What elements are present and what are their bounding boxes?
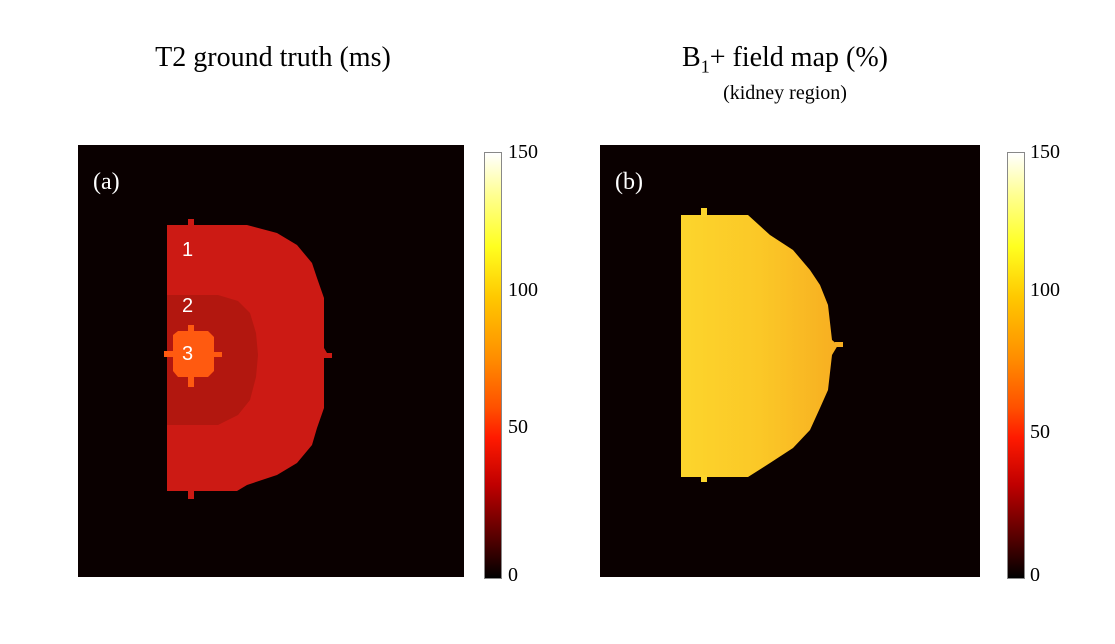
b1-top-nub (701, 208, 707, 217)
colorbar-b-tick-50: 50 (1030, 421, 1050, 443)
region-3-left-nub (164, 351, 176, 357)
region-1-right-nub (322, 353, 332, 358)
panel-b-label: (b) (615, 169, 643, 195)
colorbar-a-tick-0: 0 (508, 564, 518, 586)
panel-b-title-main: B (682, 42, 701, 73)
colorbar-a-tick-50: 50 (508, 416, 528, 438)
region-3-shape (173, 331, 214, 377)
region-1-bottom-nub (188, 489, 194, 499)
b1-right-nub (835, 342, 843, 347)
panel-b-title: B1+ field map (%) (590, 42, 980, 78)
b1-map-panel: (b) (600, 145, 980, 577)
colorbar-a (484, 152, 502, 579)
b1-bottom-nub (701, 475, 707, 482)
panel-a-title: T2 ground truth (ms) (155, 42, 391, 73)
region-label-3: 3 (182, 343, 194, 365)
panel-b-title-rest: + field map (%) (709, 42, 888, 73)
b1-half-disc (681, 215, 838, 477)
colorbar-b (1007, 152, 1025, 579)
panel-b-subtitle: (kidney region) (723, 82, 847, 104)
colorbar-b-tick-150: 150 (1030, 141, 1060, 163)
region-label-1: 1 (182, 239, 194, 261)
b1-map-image (681, 208, 843, 482)
colorbar-b-tick-100: 100 (1030, 279, 1060, 301)
region-1-top-nub (188, 219, 194, 227)
t2-map-image (164, 219, 332, 499)
panel-b-title-subscript: 1 (700, 56, 710, 77)
colorbar-b-tick-0: 0 (1030, 564, 1040, 586)
region-3-right-nub (212, 352, 222, 357)
panel-a-label: (a) (93, 169, 120, 195)
t2-map-panel: (a) 1 2 3 (78, 145, 464, 577)
colorbar-a-tick-100: 100 (508, 279, 538, 301)
region-3-top-nub (188, 325, 194, 333)
colorbar-a-tick-150: 150 (508, 141, 538, 163)
region-3-bottom-nub (188, 375, 194, 387)
region-label-2: 2 (182, 295, 194, 317)
